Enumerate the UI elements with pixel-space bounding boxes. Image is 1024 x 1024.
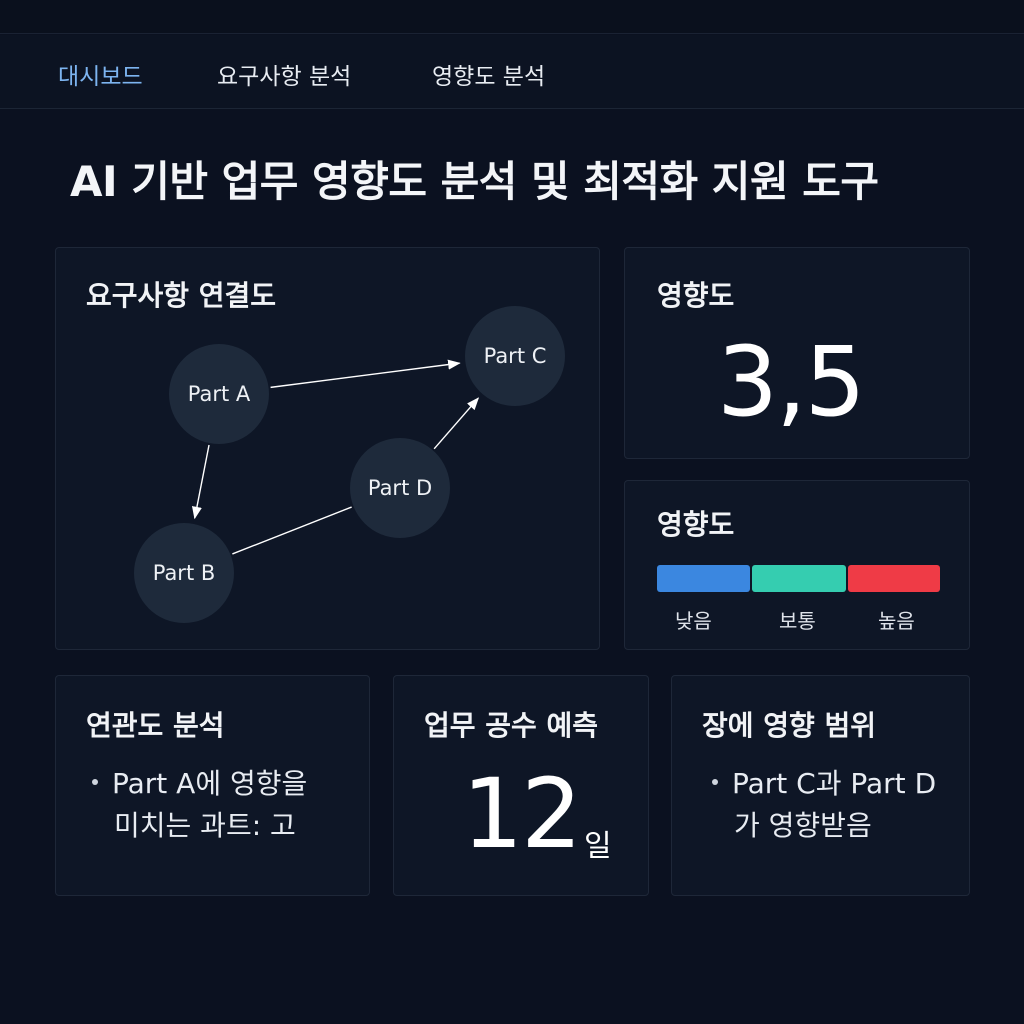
bullet-icon (92, 779, 98, 785)
nav-tab-impact-analysis[interactable]: 영향도 분석 (432, 64, 546, 90)
graph-node-part-b[interactable]: Part B (134, 523, 234, 623)
impact-scale-title: 영향도 (657, 508, 735, 541)
nav-tab-requirements-analysis[interactable]: 요구사항 분석 (217, 64, 352, 90)
requirements-graph-card: 요구사항 연결도 Part A Part B Part C Part D (55, 247, 600, 650)
graph-node-part-c[interactable]: Part C (465, 306, 565, 406)
effort-card-title: 업무 공수 예측 (424, 709, 599, 742)
scope-bullet: Part C과 Part D 가 영향받음 (712, 763, 936, 847)
impact-score-value: 3,5 (717, 326, 866, 438)
relation-analysis-card: 연관도 분석 Part A에 영향을 미치는 과트: 고 (55, 675, 370, 896)
scope-card-title: 장에 영향 범위 (702, 709, 877, 742)
page-title: AI 기반 업무 영향도 분석 및 최적화 지원 도구 (70, 157, 879, 206)
effort-value: 12 (462, 758, 582, 870)
graph-node-label: Part D (368, 476, 432, 500)
relation-line-2: 미치는 과트: 고 (114, 809, 296, 842)
graph-node-circle (465, 306, 565, 406)
nav-tab-dashboard[interactable]: 대시보드 (58, 64, 143, 90)
graph-node-circle (134, 523, 234, 623)
impact-scope-card: 장에 영향 범위 Part C과 Part D 가 영향받음 (671, 675, 970, 896)
graph-edge-a-c (270, 359, 461, 389)
graph-node-label: Part A (188, 382, 251, 406)
effort-unit: 일 (584, 829, 612, 864)
graph-edge-d-c (433, 397, 480, 450)
scale-segment-medium (752, 565, 846, 592)
scale-segment-high (848, 565, 940, 592)
effort-prediction-card: 업무 공수 예측 12 일 (393, 675, 649, 896)
graph-card-title: 요구사항 연결도 (86, 279, 277, 312)
impact-score-card: 영향도 3,5 (624, 247, 970, 459)
scale-label-medium: 보통 (779, 609, 816, 633)
graph-node-label: Part C (484, 344, 547, 368)
scope-line-1: Part C과 Part D (732, 767, 937, 800)
relation-card-title: 연관도 분석 (86, 709, 225, 742)
graph-node-circle (350, 438, 450, 538)
graph-edge-b-d (232, 506, 352, 555)
requirements-graph: Part A Part B Part C Part D (134, 306, 565, 623)
relation-bullet: Part A에 영향을 미치는 과트: 고 (92, 763, 307, 847)
graph-node-circle (169, 344, 269, 444)
graph-node-part-a[interactable]: Part A (169, 344, 269, 444)
impact-scale-card: 영향도 낮음 보통 높음 (624, 480, 970, 650)
relation-line-1: Part A에 영향을 (112, 767, 308, 800)
scope-line-2: 가 영향받음 (734, 809, 872, 842)
scale-label-low: 낮음 (675, 609, 712, 633)
window-top-strip (0, 0, 1024, 34)
top-navigation: 대시보드 요구사항 분석 영향도 분석 (0, 35, 1024, 109)
impact-score-title: 영향도 (657, 279, 735, 312)
graph-edge-a-b (191, 444, 210, 520)
graph-node-label: Part B (153, 561, 216, 585)
scale-segment-low (657, 565, 750, 592)
bullet-icon (712, 779, 718, 785)
scale-label-high: 높음 (878, 609, 915, 633)
graph-node-part-d[interactable]: Part D (350, 438, 450, 538)
